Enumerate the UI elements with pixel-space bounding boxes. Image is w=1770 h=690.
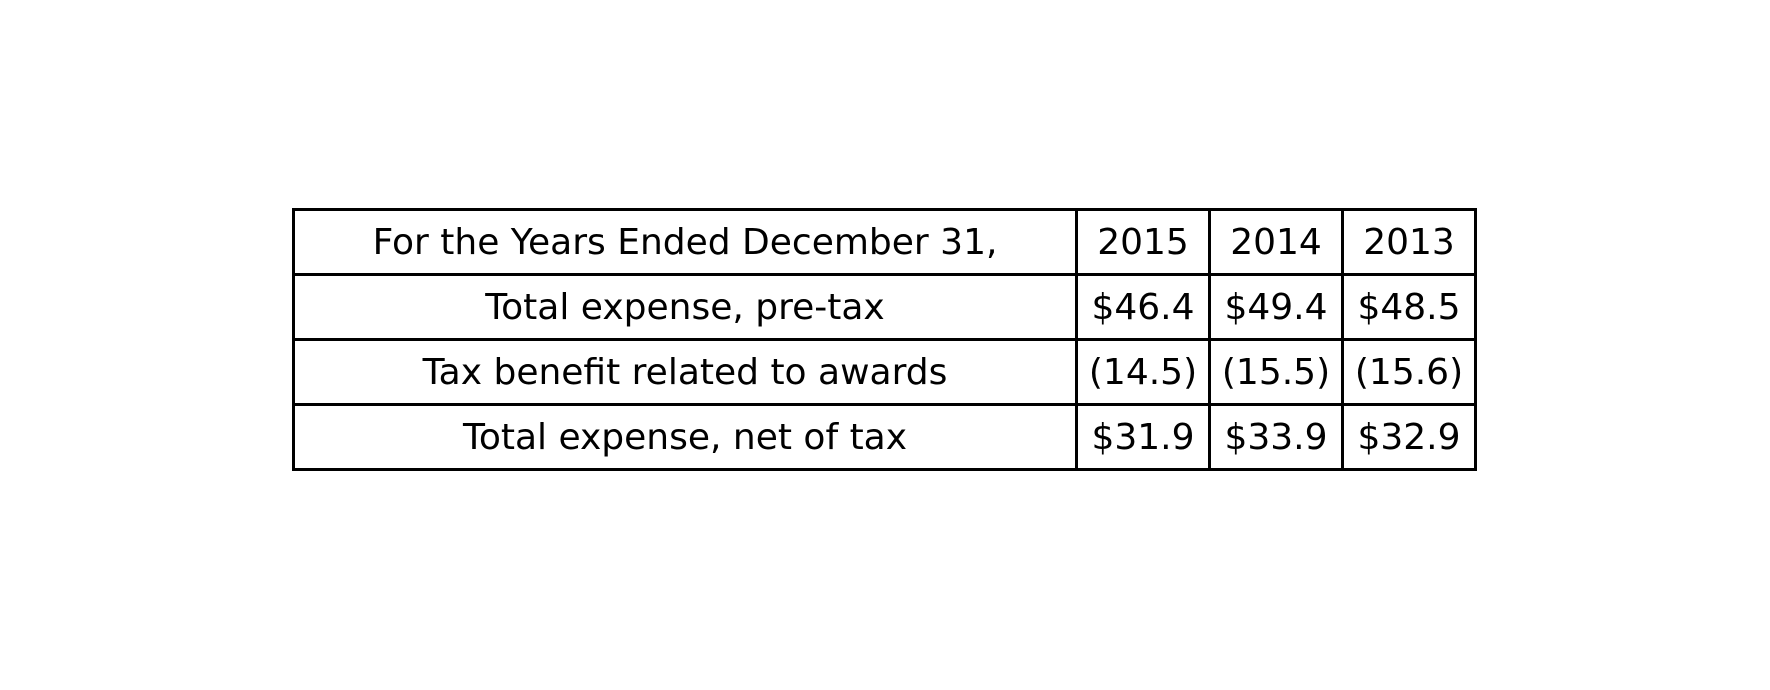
value-cell: (14.5) xyxy=(1075,338,1211,406)
value-cell: $33.9 xyxy=(1208,403,1344,471)
value-cell: (15.6) xyxy=(1341,338,1477,406)
header-label-cell: For the Years Ended December 31, xyxy=(292,208,1078,276)
row-label-cell: Total expense, pre-tax xyxy=(292,273,1078,341)
table-row: Total expense, pre-tax $46.4 $49.4 $48.5 xyxy=(292,273,1477,341)
row-label-cell: Total expense, net of tax xyxy=(292,403,1078,471)
value-cell: (15.5) xyxy=(1208,338,1344,406)
header-year-cell: 2013 xyxy=(1341,208,1477,276)
value-cell: $31.9 xyxy=(1075,403,1211,471)
value-cell: $49.4 xyxy=(1208,273,1344,341)
table-row: Total expense, net of tax $31.9 $33.9 $32.9 xyxy=(292,403,1477,471)
table-row: Tax benefit related to awards (14.5) (15.5… xyxy=(292,338,1477,406)
data-table-container: For the Years Ended December 31, 2015 2014… xyxy=(292,208,1477,471)
header-year-cell: 2015 xyxy=(1075,208,1211,276)
value-cell: $48.5 xyxy=(1341,273,1477,341)
row-label-cell: Tax benefit related to awards xyxy=(292,338,1078,406)
header-year-cell: 2014 xyxy=(1208,208,1344,276)
table-body: For the Years Ended December 31, 2015 2014… xyxy=(292,208,1477,471)
data-table: For the Years Ended December 31, 2015 2014… xyxy=(292,208,1477,471)
value-cell: $32.9 xyxy=(1341,403,1477,471)
table-header-row: For the Years Ended December 31, 2015 2014… xyxy=(292,208,1477,276)
value-cell: $46.4 xyxy=(1075,273,1211,341)
